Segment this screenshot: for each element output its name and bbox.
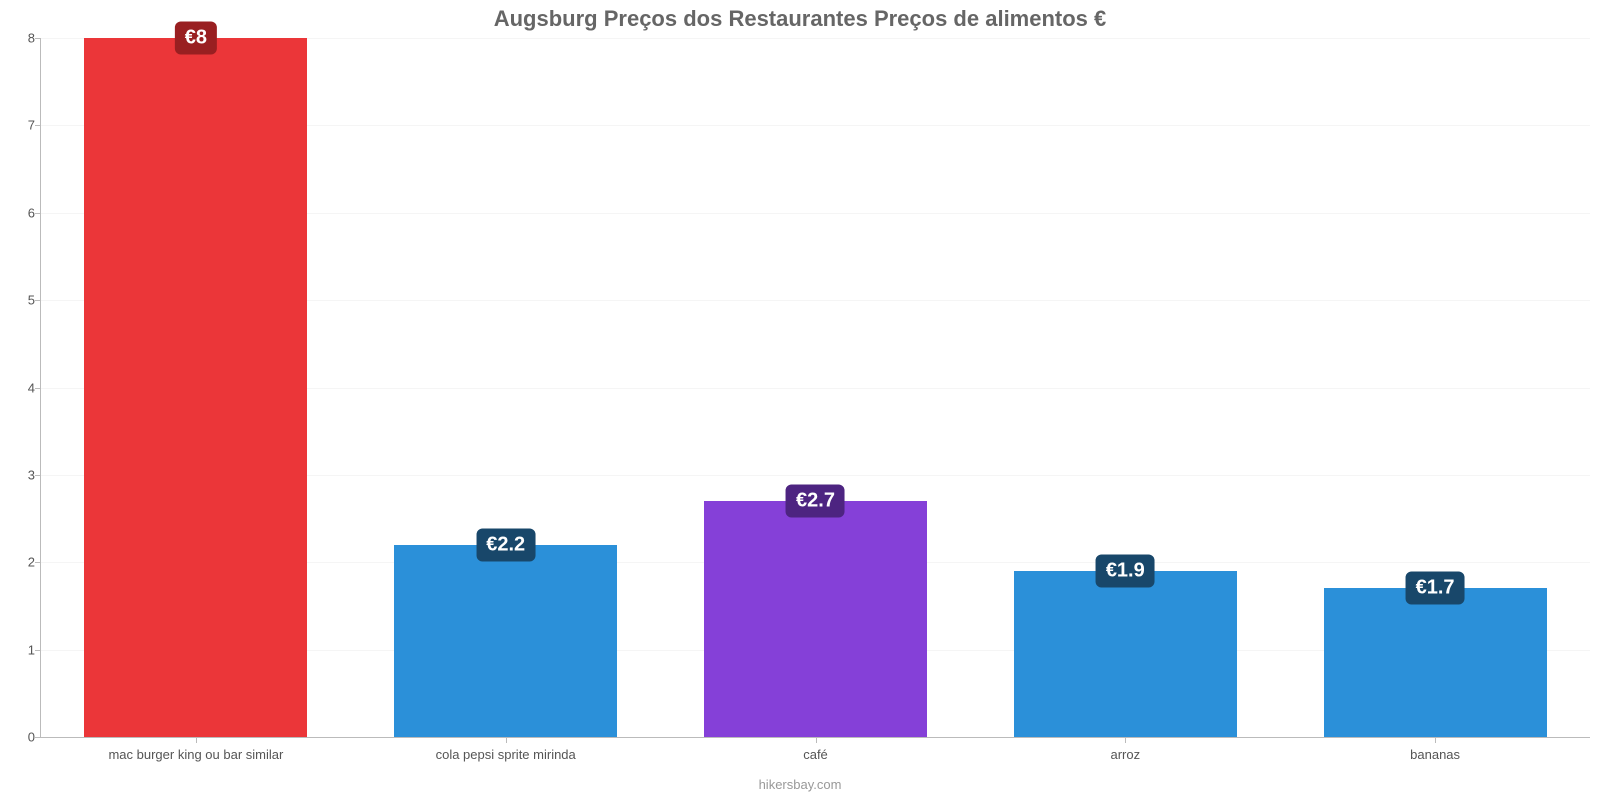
x-tick-mark — [1125, 737, 1126, 743]
bar-group: €2.7 — [704, 38, 927, 737]
x-tick-mark — [1435, 737, 1436, 743]
bar-value-badge: €1.7 — [1406, 572, 1465, 605]
y-tick-label: 8 — [11, 31, 35, 46]
y-tick-mark — [35, 562, 41, 563]
x-tick-label: arroz — [1110, 747, 1140, 762]
x-tick-mark — [816, 737, 817, 743]
x-tick-mark — [196, 737, 197, 743]
x-tick-mark — [506, 737, 507, 743]
chart-source-label: hikersbay.com — [0, 777, 1600, 792]
bar-group: €2.2 — [394, 38, 617, 737]
chart-bar — [394, 545, 617, 737]
chart-bar — [704, 501, 927, 737]
y-tick-mark — [35, 38, 41, 39]
bar-value-badge: €2.2 — [476, 528, 535, 561]
y-tick-label: 7 — [11, 118, 35, 133]
chart-title: Augsburg Preços dos Restaurantes Preços … — [0, 0, 1600, 32]
bar-value-badge: €8 — [175, 22, 217, 55]
y-tick-label: 6 — [11, 205, 35, 220]
bar-group: €1.9 — [1014, 38, 1237, 737]
chart-plot-area: 012345678€8mac burger king ou bar simila… — [40, 38, 1590, 738]
x-tick-label: cola pepsi sprite mirinda — [436, 747, 576, 762]
y-tick-mark — [35, 213, 41, 214]
x-tick-label: café — [803, 747, 828, 762]
y-tick-mark — [35, 475, 41, 476]
bar-value-badge: €1.9 — [1096, 555, 1155, 588]
y-tick-mark — [35, 388, 41, 389]
bar-value-badge: €2.7 — [786, 485, 845, 518]
price-bar-chart: Augsburg Preços dos Restaurantes Preços … — [0, 0, 1600, 800]
bar-group: €1.7 — [1324, 38, 1547, 737]
y-tick-label: 4 — [11, 380, 35, 395]
chart-bar — [1014, 571, 1237, 737]
y-tick-mark — [35, 300, 41, 301]
y-tick-label: 0 — [11, 730, 35, 745]
x-tick-label: mac burger king ou bar similar — [108, 747, 283, 762]
y-tick-mark — [35, 125, 41, 126]
y-tick-label: 5 — [11, 293, 35, 308]
x-tick-label: bananas — [1410, 747, 1460, 762]
chart-bar — [84, 38, 307, 737]
y-tick-label: 1 — [11, 642, 35, 657]
y-tick-mark — [35, 737, 41, 738]
bar-group: €8 — [84, 38, 307, 737]
y-tick-label: 2 — [11, 555, 35, 570]
y-tick-mark — [35, 650, 41, 651]
chart-bar — [1324, 588, 1547, 737]
y-tick-label: 3 — [11, 467, 35, 482]
